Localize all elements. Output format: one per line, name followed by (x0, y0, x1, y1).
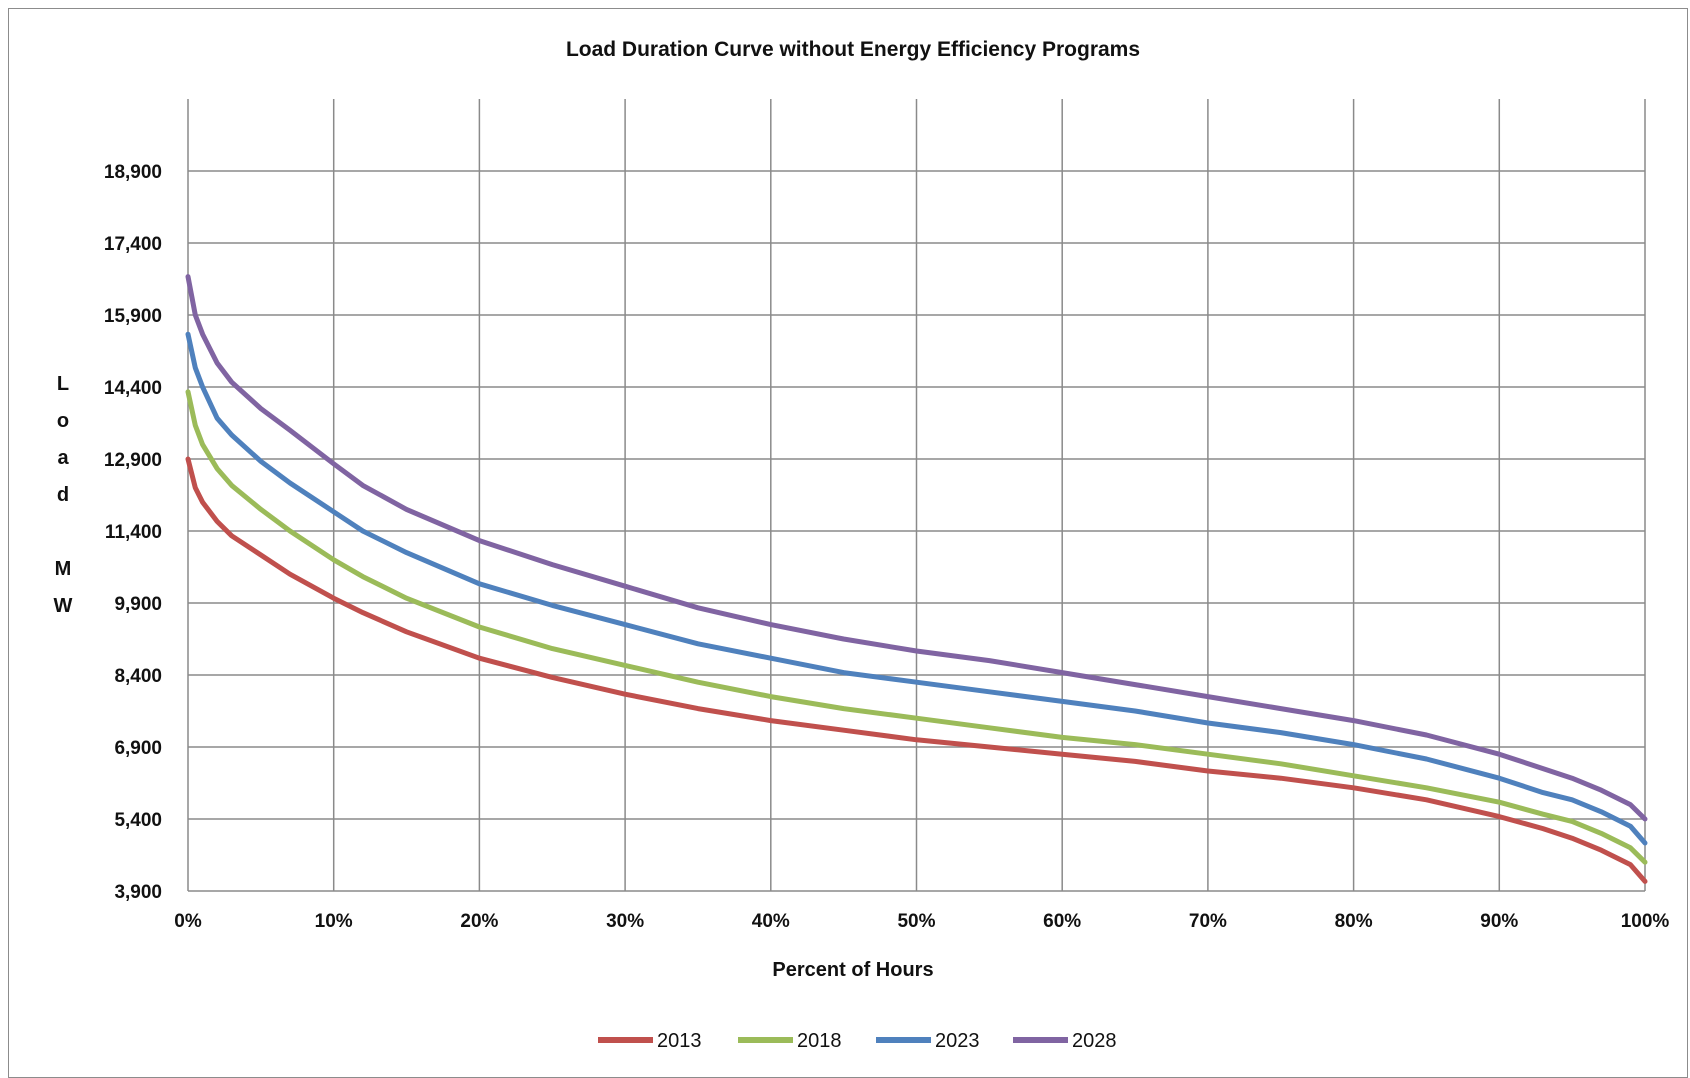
x-tick-label: 70% (1189, 911, 1227, 932)
y-axis-title-letter: W (54, 595, 73, 617)
x-tick-label: 50% (897, 911, 935, 932)
legend-item-2013: 2013 (598, 1030, 702, 1052)
series-line-2013 (185, 456, 1648, 884)
y-tick-label: 12,900 (104, 450, 162, 471)
x-tick-label: 10% (315, 911, 353, 932)
y-tick-label: 11,400 (105, 522, 162, 543)
legend: 2013 2018 2023 2028 (598, 1030, 1117, 1052)
y-axis-tick-labels: 3,900 5,400 6,900 8,400 9,900 11,400 12,900 14,… (104, 162, 162, 903)
series-line-2018 (185, 389, 1648, 865)
y-axis-title-letter: L (57, 373, 69, 395)
x-tick-label: 30% (606, 911, 644, 932)
y-tick-label: 6,900 (114, 738, 162, 759)
legend-item-2023: 2023 (876, 1030, 980, 1052)
y-tick-label: 18,900 (104, 162, 162, 183)
x-tick-label: 40% (752, 911, 790, 932)
legend-label: 2023 (935, 1030, 980, 1052)
x-axis-title: Percent of Hours (772, 959, 933, 981)
y-tick-label: 9,900 (114, 594, 162, 615)
x-tick-label: 90% (1480, 911, 1518, 932)
series-line-2023 (185, 331, 1648, 846)
y-tick-label: 14,400 (104, 378, 162, 399)
legend-item-2018: 2018 (738, 1030, 842, 1052)
x-tick-label: 20% (460, 911, 498, 932)
y-tick-label: 5,400 (114, 810, 162, 831)
series-lines (185, 274, 1648, 884)
chart-frame (8, 8, 1688, 1078)
chart-title: Load Duration Curve without Energy Effic… (566, 38, 1140, 61)
y-axis-title-letter: d (57, 484, 69, 506)
y-tick-label: 8,400 (114, 666, 162, 687)
x-tick-label: 80% (1335, 911, 1373, 932)
legend-label: 2013 (657, 1030, 702, 1052)
legend-label: 2028 (1072, 1030, 1117, 1052)
legend-item-2028: 2028 (1013, 1030, 1117, 1052)
grid-lines (187, 99, 1646, 892)
y-tick-label: 15,900 (104, 306, 162, 327)
y-tick-label: 3,900 (114, 882, 162, 903)
y-axis-title: Load MW (54, 373, 73, 617)
y-axis-title-letter: a (57, 447, 69, 469)
x-tick-label: 100% (1621, 911, 1670, 932)
y-axis-title-letter: o (57, 410, 69, 432)
x-tick-label: 0% (174, 911, 202, 932)
series-line-2028 (185, 274, 1648, 822)
x-tick-label: 60% (1043, 911, 1081, 932)
y-axis-title-letter: M (55, 558, 72, 580)
legend-label: 2018 (797, 1030, 842, 1052)
x-axis-tick-labels: 0% 10% 20% 30% 40% 50% 60% 70% 80% 90% 100% (174, 911, 1669, 932)
y-tick-label: 17,400 (104, 234, 162, 255)
